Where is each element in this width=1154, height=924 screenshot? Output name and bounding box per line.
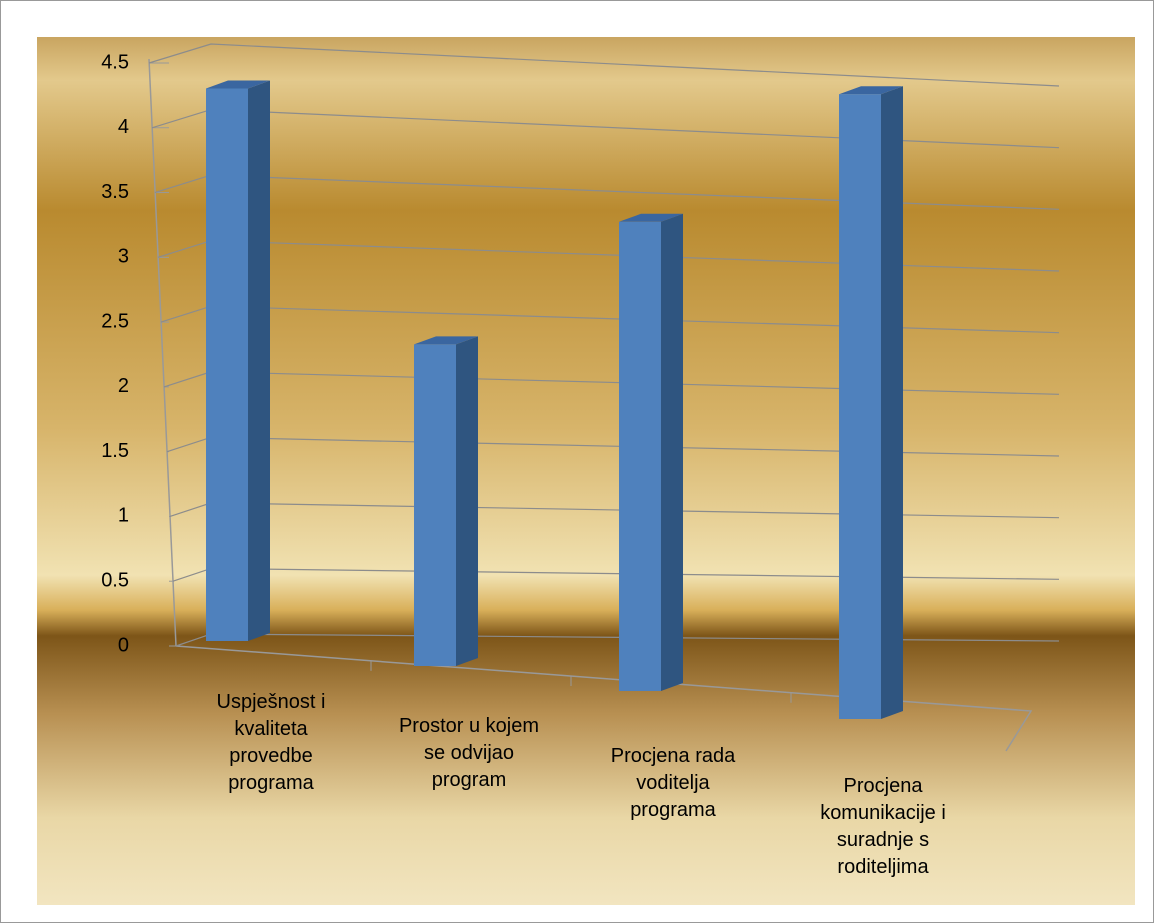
y-tick-label: 1 (118, 505, 129, 527)
y-tick-label: 4.5 (101, 51, 129, 73)
bar-side (248, 80, 270, 641)
y-tick-label: 1.5 (101, 440, 129, 462)
x-tick-label: Procjena komunikacije i suradnje s rodit… (820, 775, 946, 878)
y-tick-label: 0.5 (101, 570, 129, 592)
bar-top (206, 80, 270, 89)
bar-top (619, 213, 683, 222)
y-tick-label: 3.5 (101, 181, 129, 203)
y-axis (148, 58, 177, 647)
y-tick-label: 4 (118, 116, 129, 138)
bar-side (661, 213, 683, 692)
y-tick-label: 2 (118, 375, 129, 397)
bar (414, 344, 456, 666)
x-tick-label: Procjena rada voditelja programa (610, 745, 736, 821)
bar-side (456, 336, 478, 666)
bar-top (839, 86, 903, 95)
x-tick-label: Uspješnost i kvaliteta provedbe programa (216, 691, 326, 794)
bar-side (881, 86, 903, 719)
floor-edge (175, 645, 1033, 752)
bar (619, 221, 661, 692)
bar-top (414, 336, 478, 345)
y-tick-label: 3 (118, 246, 129, 268)
bar (206, 88, 248, 641)
x-tick-label: Prostor u kojem se odvijao program (398, 715, 540, 791)
grid-line (148, 43, 1060, 87)
bar (839, 94, 881, 719)
y-tick-label: 2.5 (101, 310, 129, 332)
y-tick-label: 0 (118, 634, 129, 656)
